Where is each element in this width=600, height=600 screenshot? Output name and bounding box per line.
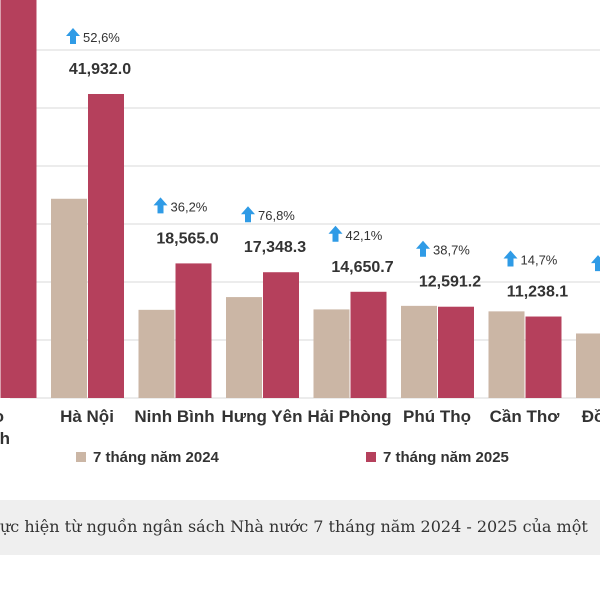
data-label: 41,932.0 bbox=[69, 61, 131, 78]
bar-2024 bbox=[226, 297, 262, 398]
legend-label-2024: 7 tháng năm 2024 bbox=[93, 449, 220, 466]
arrow-up-icon bbox=[66, 27, 80, 44]
category-label: o bbox=[0, 407, 4, 426]
bar-2025 bbox=[525, 316, 562, 398]
arrow-up-icon bbox=[591, 255, 600, 272]
growth-label: 42,1% bbox=[346, 228, 383, 243]
category-label: h bbox=[0, 429, 10, 448]
bar-2025 bbox=[350, 291, 387, 398]
legend-swatch-2024 bbox=[76, 452, 86, 462]
bar-2025 bbox=[438, 306, 474, 398]
arrow-up-shape bbox=[66, 27, 80, 44]
bar-2024 bbox=[138, 309, 175, 398]
arrow-up-icon bbox=[416, 240, 430, 257]
legend: 7 tháng năm 2024 7 tháng năm 2025 bbox=[76, 449, 509, 466]
data-label: 14,650.7 bbox=[331, 259, 393, 276]
data-label: 17,348.3 bbox=[244, 239, 306, 256]
bar-2024 bbox=[576, 333, 600, 398]
arrow-up-icon bbox=[328, 225, 343, 242]
arrow-up-icon bbox=[241, 206, 255, 223]
growth-label: 76,8% bbox=[258, 208, 295, 223]
bars-layer bbox=[0, 0, 600, 399]
arrow-up-icon bbox=[503, 250, 518, 267]
category-label: Ninh Bình bbox=[134, 407, 214, 426]
page-bottom bbox=[0, 555, 600, 600]
growth-arrows-layer: 52,6%36,2%76,8%42,1%38,7%14,7%8,9% bbox=[66, 27, 600, 272]
bar-2024 bbox=[313, 309, 350, 398]
category-label: Hà Nội bbox=[60, 407, 114, 426]
growth-label: 14,7% bbox=[521, 253, 558, 268]
growth-label: 52,6% bbox=[83, 30, 120, 45]
growth-label: 38,7% bbox=[433, 243, 470, 258]
arrow-up-shape bbox=[416, 240, 430, 257]
data-label: 12,591.2 bbox=[419, 274, 481, 291]
arrow-up-icon bbox=[153, 197, 168, 214]
category-label: Phú Thọ bbox=[403, 407, 471, 426]
data-label: 18,565.0 bbox=[156, 230, 218, 247]
figure-caption: ực hiện từ nguồn ngân sách Nhà nước 7 th… bbox=[0, 517, 588, 536]
arrow-up-shape bbox=[153, 197, 168, 214]
category-label: Hưng Yên bbox=[222, 407, 303, 426]
bar-2024 bbox=[488, 311, 525, 398]
bar-2025 bbox=[263, 272, 299, 398]
bar-2024 bbox=[51, 198, 87, 398]
arrow-up-shape bbox=[591, 255, 600, 272]
growth-label: 36,2% bbox=[171, 199, 208, 214]
labels-layer: 14.641,932.018,565.017,348.314,650.712,5… bbox=[69, 61, 569, 301]
chart-area: 14.641,932.018,565.017,348.314,650.712,5… bbox=[0, 0, 600, 466]
legend-swatch-2025 bbox=[366, 452, 376, 462]
bar-2025 bbox=[0, 0, 37, 398]
caption-bar: ực hiện từ nguồn ngân sách Nhà nước 7 th… bbox=[0, 500, 600, 555]
category-label: Đồng N bbox=[582, 407, 600, 426]
bar-chart: 14.641,932.018,565.017,348.314,650.712,5… bbox=[0, 0, 600, 466]
category-label: Cần Thơ bbox=[490, 407, 561, 426]
legend-label-2025: 7 tháng năm 2025 bbox=[383, 449, 509, 466]
data-label: 11,238.1 bbox=[507, 284, 569, 301]
bar-2025 bbox=[88, 93, 124, 399]
bar-2025 bbox=[175, 263, 212, 398]
arrow-up-shape bbox=[241, 206, 255, 223]
arrow-up-shape bbox=[503, 250, 518, 267]
arrow-up-shape bbox=[328, 225, 343, 242]
bar-2024 bbox=[401, 305, 437, 398]
category-label: Hải Phòng bbox=[307, 407, 391, 426]
